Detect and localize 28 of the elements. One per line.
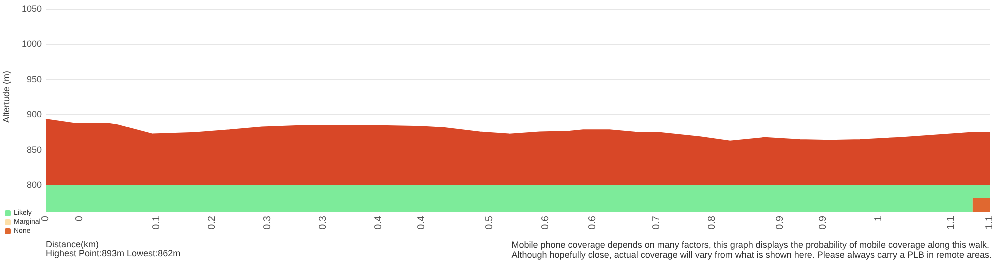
x-tick-label: 0.9 (818, 216, 829, 230)
y-tick-label: 1000 (22, 39, 42, 50)
x-tick-label: 0.6 (587, 216, 598, 230)
x-tick-label: 0.7 (651, 216, 662, 230)
x-tick-label: 1 (873, 216, 884, 222)
x-tick-label: 1.1 (984, 216, 996, 230)
x-tick-label: 0.3 (318, 216, 330, 230)
x-tick-label: 0.2 (207, 216, 218, 230)
x-tick-label: 0.9 (775, 216, 786, 230)
y-tick-label: 900 (26, 110, 42, 120)
x-tick-label: 0.6 (540, 216, 552, 230)
x-tick-label: 0.8 (706, 216, 718, 230)
y-axis-title: Altertude (m) (2, 70, 12, 124)
y-tick-label: 1050 (22, 4, 42, 14)
x-tick-label: 0.3 (262, 216, 274, 230)
x-axis-title: Distance(km) (46, 240, 100, 250)
text: Highest Point:893m Lowest:862m (46, 248, 181, 258)
y-tick-label: 850 (26, 144, 42, 155)
x-tick-label: 0.4 (374, 216, 385, 230)
y-tick-label: 950 (26, 74, 42, 84)
x-tick-label: 0 (40, 216, 52, 222)
x-tick-label: 0.4 (416, 216, 428, 230)
x-tick-label: 0.1 (152, 216, 163, 230)
x-tick-label: 0 (74, 216, 86, 222)
y-tick-label: 800 (26, 180, 42, 190)
x-tick-label: 1.1 (946, 216, 958, 230)
text: Mobile phone coverage depends on many factors, this graph displays the probability of mobile coverage along this walk. Although hopefully close, actual coverage will vary from what is shown here. Please always carry a PLB in remote areas. (512, 240, 992, 260)
x-tick-label: 0.5 (484, 216, 496, 230)
